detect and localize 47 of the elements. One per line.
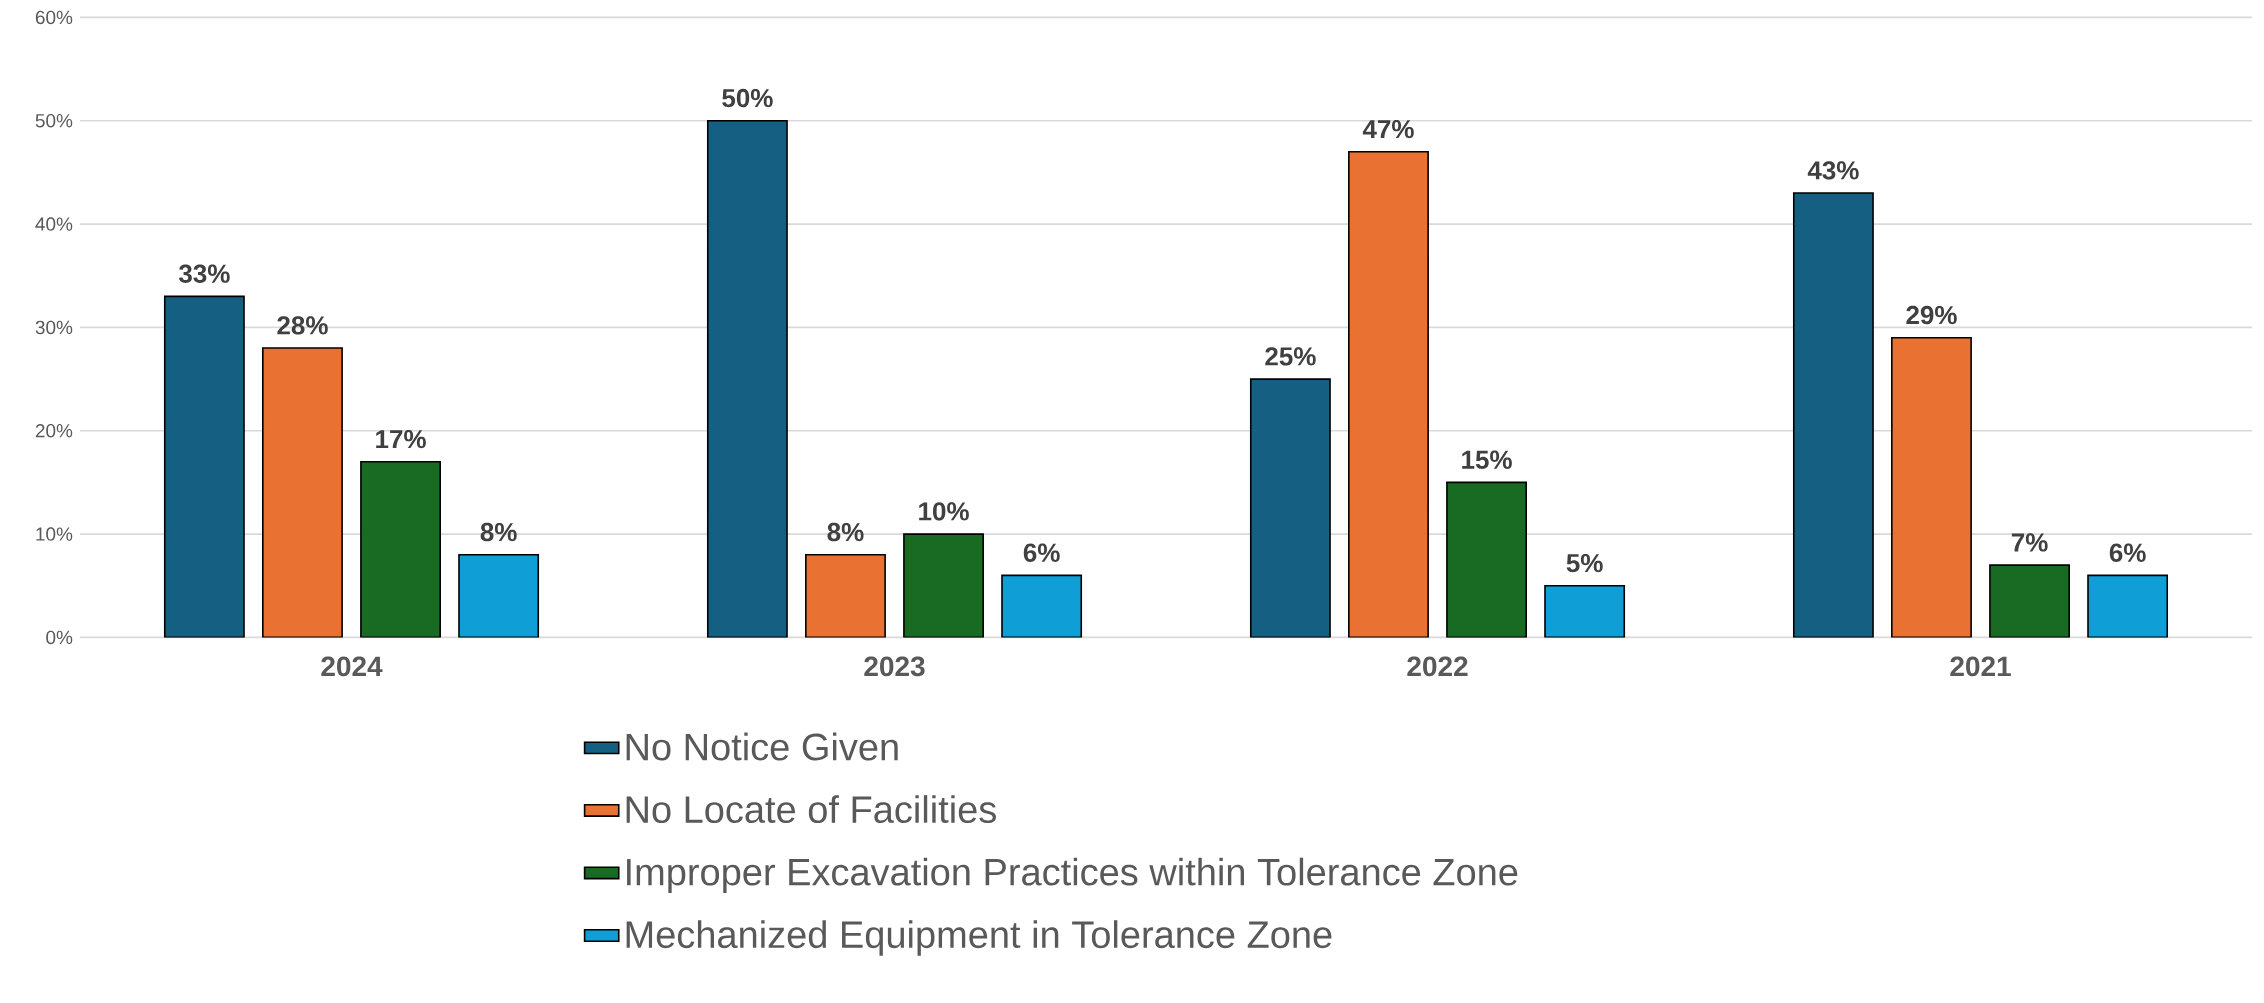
data-label: 6%: [2109, 543, 2146, 562]
y-tick-label: 0%: [46, 630, 73, 644]
x-tick-label: 2021: [1950, 656, 2011, 677]
data-label: 17%: [376, 429, 426, 449]
bar: [1891, 336, 1972, 638]
bar: [2087, 574, 2169, 638]
bar: [706, 119, 788, 638]
legend-label: Improper Excavation Practices within Tolerance Zone: [627, 857, 1518, 893]
data-label: 47%: [1362, 119, 1414, 139]
bar: [1001, 574, 1083, 638]
data-label: 10%: [919, 501, 969, 521]
data-label: 7%: [2011, 533, 2048, 552]
data-label: 15%: [1462, 450, 1512, 469]
y-tick-label: 60%: [35, 10, 73, 24]
data-label: 6%: [1023, 543, 1060, 562]
x-tick-label: 2024: [321, 656, 383, 677]
x-tick-label: 2022: [1407, 656, 1468, 677]
bar: [262, 347, 343, 638]
y-tick-label: 10%: [36, 527, 73, 541]
legend-label: Mechanized Equipment in Tolerance Zone: [626, 920, 1332, 956]
x-tick-label: 2023: [864, 656, 925, 677]
bar: [458, 553, 540, 638]
y-tick-label: 20%: [35, 423, 73, 438]
bar: [805, 553, 886, 638]
bar: [1446, 481, 1527, 638]
y-tick-label: 50%: [35, 113, 73, 128]
data-label: 43%: [1807, 160, 1859, 180]
bar: [1989, 564, 2070, 638]
bar: [1544, 584, 1626, 638]
y-tick-label: 30%: [35, 320, 73, 334]
bar: [1348, 150, 1429, 638]
legend-label: No Notice Given: [626, 732, 898, 761]
data-label: 8%: [480, 522, 517, 542]
bar: [1792, 192, 1874, 638]
bar: [360, 460, 441, 638]
legend-label: No Locate of Facilities: [626, 794, 996, 823]
bar: [163, 295, 245, 638]
data-label: 50%: [722, 88, 773, 108]
data-label: 28%: [277, 315, 328, 335]
data-label: 25%: [1265, 346, 1316, 366]
data-label: 29%: [1906, 305, 1957, 325]
bar: [903, 533, 984, 638]
data-label: 5%: [1566, 553, 1603, 573]
data-label: 8%: [827, 522, 864, 542]
bar: [1249, 378, 1331, 638]
data-label: 33%: [178, 264, 230, 283]
y-tick-label: 40%: [35, 217, 73, 231]
